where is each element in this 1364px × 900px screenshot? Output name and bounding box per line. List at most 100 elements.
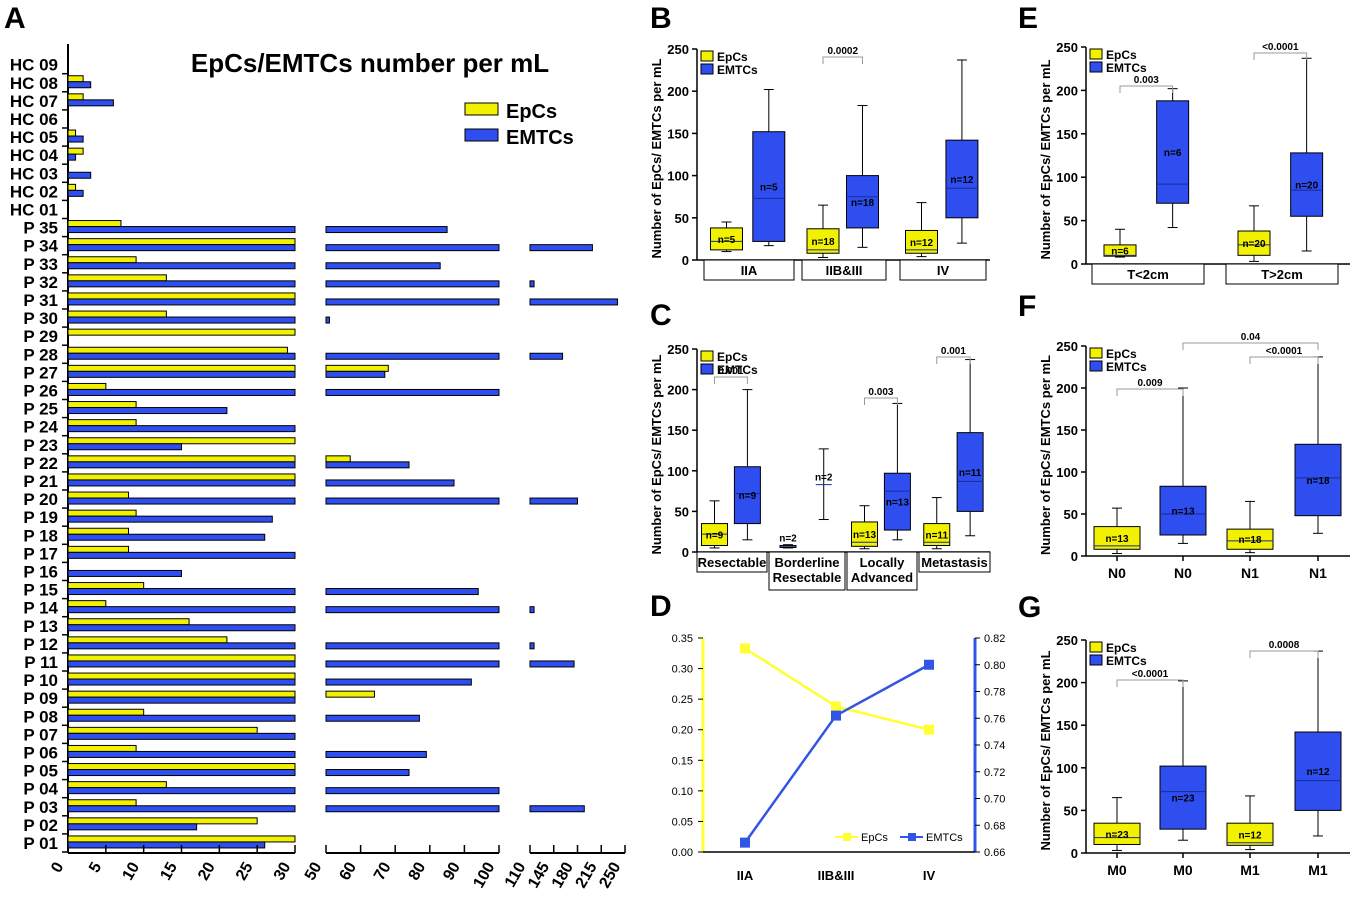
y-tick-label: 100 [1056, 170, 1078, 185]
box-iqr [1226, 822, 1274, 846]
y-tick-label: 100 [1056, 761, 1078, 776]
box-n-label: n=23 [1171, 794, 1195, 805]
category-label: P 05 [23, 762, 58, 781]
y-tick-label: 0 [682, 253, 689, 268]
p-value-label: <0.0001 [1262, 42, 1299, 53]
x-category-label: IIA [737, 868, 754, 883]
y-tick-label: 0 [1071, 549, 1078, 564]
epcs-bar [67, 437, 296, 445]
category-label: P 27 [23, 363, 58, 382]
legend-label-emtcs: EMTCs [506, 127, 574, 149]
epcs-bar [67, 455, 296, 463]
emtcs-bar [67, 588, 296, 596]
panel-letter-a: A [4, 2, 26, 35]
emtcs-bar [325, 714, 420, 722]
emtcs-bar [325, 370, 386, 378]
y-tick-label: 50 [675, 504, 689, 519]
x-tick-label: 30 [271, 859, 295, 883]
emtcs-bar [67, 823, 198, 831]
x-tick-label: 215 [573, 859, 601, 891]
emtcs-bar [67, 370, 296, 378]
legend-swatch-epcs [1089, 641, 1103, 653]
emtcs-bar [529, 298, 619, 306]
p-value-label: 0.04 [1241, 332, 1261, 343]
epcs-bar [67, 636, 228, 644]
legend-label-emtcs: EMTCs [1106, 61, 1147, 75]
legend-swatch-emtcs [464, 128, 499, 142]
y-axis-label: Number of EpCs/ EMTCs per mL [1038, 355, 1053, 555]
p-value-label: 0.009 [1137, 378, 1162, 389]
legend-label-epcs: EpCs [1106, 347, 1137, 361]
emtcs-bar [325, 787, 500, 795]
category-label: P 32 [23, 273, 58, 292]
significance-bracket [864, 397, 898, 405]
significance-bracket [822, 56, 863, 64]
box-iqr [1237, 230, 1271, 256]
category-label: HC 03 [10, 164, 58, 183]
emtcs-bar [67, 515, 273, 523]
category-label: HC 09 [10, 56, 58, 75]
emtcs-point [740, 837, 750, 848]
y-tick-label: 0 [1071, 257, 1078, 272]
box-n-label: n=2 [815, 473, 833, 484]
emtcs-bar [67, 660, 296, 668]
emtcs-bar [67, 696, 296, 704]
category-label: HC 01 [10, 200, 58, 219]
emtcs-bar [67, 569, 182, 577]
epcs-bar [67, 835, 296, 843]
category-label: P 15 [23, 581, 58, 600]
emtcs-bar [325, 497, 500, 505]
emtcs-bar [67, 226, 296, 234]
significance-bracket [1249, 650, 1319, 658]
category-label: P 30 [23, 309, 58, 328]
box-n-label: n=5 [760, 183, 778, 194]
box-n-label: n=9 [706, 531, 724, 542]
right-tick-label: 0.70 [984, 794, 1005, 806]
box-n-label: n=18 [1238, 535, 1262, 546]
epcs-bar [67, 527, 130, 535]
epcs-bar [67, 75, 84, 83]
emtcs-bar [529, 606, 535, 614]
right-tick-label: 0.66 [984, 847, 1005, 859]
epcs-bar [67, 238, 296, 246]
epcs-bar [67, 672, 296, 680]
category-label: P 04 [23, 780, 58, 799]
x-tick-label: 90 [440, 859, 464, 883]
significance-bracket [714, 376, 748, 384]
significance-bracket [1249, 356, 1319, 364]
x-tick-label: 145 [525, 859, 553, 891]
x-tick-label: 5 [86, 859, 105, 875]
epcs-bar [67, 292, 296, 300]
category-label: P 08 [23, 707, 58, 726]
epcs-bar [67, 129, 77, 137]
group-label: IV [937, 263, 950, 278]
right-tick-label: 0.72 [984, 767, 1005, 779]
box-iqr [1156, 100, 1190, 204]
box-n-label: n=11 [959, 468, 982, 479]
epcs-bar [67, 690, 296, 698]
x-tick-label: 20 [195, 859, 219, 883]
box-n-label: n=2 [779, 534, 797, 545]
legend-swatch-emtcs [1089, 61, 1103, 73]
significance-bracket [1182, 342, 1319, 350]
box-n-label: n=13 [1105, 534, 1129, 545]
legend-label-emtcs: EMTCs [1106, 654, 1147, 668]
category-label: P 18 [23, 526, 58, 545]
emtcs-bar [67, 316, 296, 324]
left-tick-label: 0.30 [672, 664, 693, 676]
box-iqr [1290, 152, 1324, 217]
emtcs-bar [529, 352, 564, 360]
category-label: P 33 [23, 255, 58, 274]
emtcs-bar [67, 479, 296, 487]
epcs-bar [325, 364, 389, 372]
box-iqr [1159, 485, 1207, 536]
group-label: Locally Advanced [851, 555, 913, 585]
box-n-label: n=5 [718, 235, 736, 246]
emtcs-bar [325, 461, 410, 469]
box-iqr [905, 229, 938, 254]
category-label: P 21 [23, 472, 58, 491]
category-label: P 29 [23, 327, 58, 346]
emtcs-line [743, 663, 930, 844]
